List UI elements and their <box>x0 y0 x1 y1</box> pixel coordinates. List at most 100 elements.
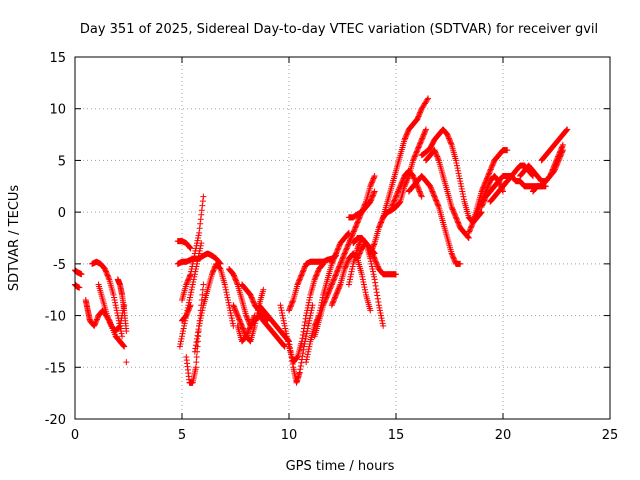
data-point <box>333 271 340 278</box>
data-point <box>398 179 405 186</box>
data-point <box>194 237 201 244</box>
data-point <box>432 194 439 201</box>
data-point <box>360 281 367 288</box>
data-point <box>328 302 335 309</box>
data-point <box>330 298 337 305</box>
data-point <box>198 309 205 316</box>
data-point <box>195 235 202 241</box>
data-point <box>433 197 440 204</box>
data-point <box>328 282 335 289</box>
data-point <box>402 134 409 141</box>
data-point <box>104 272 111 279</box>
data-point <box>300 328 307 335</box>
data-point <box>369 245 376 252</box>
data-point <box>247 291 254 298</box>
data-point <box>285 341 292 348</box>
data-point <box>403 132 410 139</box>
data-point <box>378 219 385 226</box>
data-point <box>189 281 196 288</box>
data-point <box>480 198 487 205</box>
data-point <box>209 269 216 276</box>
data-point <box>306 294 313 301</box>
data-point <box>288 300 295 307</box>
data-point <box>332 253 339 260</box>
data-point <box>343 246 350 253</box>
data-point <box>336 263 343 270</box>
data-point <box>376 222 383 229</box>
data-point <box>452 214 459 221</box>
data-point <box>351 225 358 232</box>
data-point <box>396 185 403 192</box>
data-point <box>346 278 353 285</box>
data-point <box>345 241 352 248</box>
data-point <box>447 139 454 146</box>
data-point <box>557 148 564 155</box>
data-point <box>106 317 113 324</box>
data-point <box>237 319 244 326</box>
data-point <box>282 328 289 335</box>
data-point <box>192 266 199 273</box>
data-point <box>312 275 319 282</box>
data-point <box>277 302 284 309</box>
data-point <box>349 263 356 270</box>
data-point <box>297 366 304 373</box>
data-point <box>231 275 238 282</box>
data-point <box>288 302 295 309</box>
data-point <box>332 251 339 258</box>
data-point <box>208 271 215 278</box>
data-point <box>372 282 379 289</box>
data-point <box>300 267 307 274</box>
data-point <box>305 322 312 329</box>
data-point <box>348 271 355 278</box>
data-point <box>550 163 557 170</box>
data-point <box>434 154 441 161</box>
data-point <box>313 272 320 279</box>
data-point <box>375 298 382 305</box>
data-point <box>332 273 339 280</box>
data-point <box>321 298 328 305</box>
data-point <box>404 130 411 137</box>
data-point <box>303 330 310 337</box>
data-point <box>417 109 424 116</box>
data-point <box>334 289 341 296</box>
data-point <box>467 225 474 232</box>
data-point <box>250 315 257 322</box>
data-point <box>369 268 376 275</box>
data-point <box>123 359 130 366</box>
data-point <box>104 312 111 319</box>
data-point <box>180 325 187 332</box>
data-point <box>379 216 386 223</box>
data-point <box>411 153 418 160</box>
data-point <box>486 169 493 176</box>
data-point <box>413 148 420 155</box>
data-point <box>340 254 347 261</box>
data-point <box>287 304 294 311</box>
data-point <box>223 289 230 296</box>
data-point <box>485 172 492 179</box>
data-point <box>557 147 564 154</box>
data-point <box>301 341 308 348</box>
data-point <box>330 255 337 262</box>
data-point <box>308 307 315 314</box>
data-point <box>320 300 327 307</box>
data-point <box>230 272 237 279</box>
data-point <box>417 140 424 147</box>
data-point <box>303 356 310 363</box>
data-point <box>445 135 452 142</box>
data-point <box>464 233 471 240</box>
data-point <box>484 174 491 181</box>
data-point <box>197 216 204 223</box>
data-point <box>304 328 311 335</box>
data-point <box>183 280 190 287</box>
data-point <box>300 343 307 350</box>
data-point <box>120 342 127 349</box>
data-point <box>470 218 477 225</box>
data-point <box>299 268 306 275</box>
data-point <box>344 258 351 265</box>
data-point <box>304 325 311 332</box>
data-point <box>313 271 320 278</box>
data-point <box>342 263 349 270</box>
data-point <box>330 276 337 283</box>
data-point <box>361 286 368 293</box>
data-point <box>123 328 130 335</box>
